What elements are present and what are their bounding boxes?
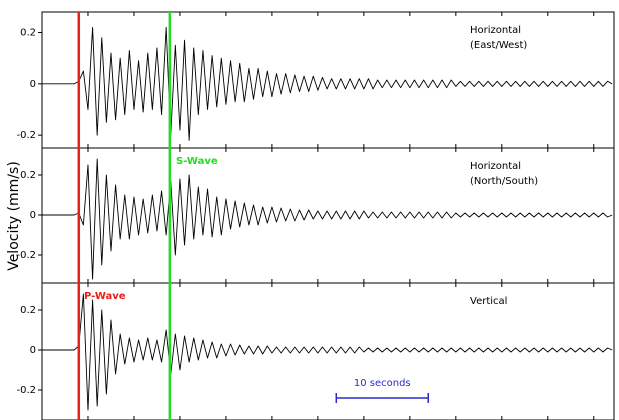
waveform — [42, 293, 613, 411]
y-tick-label: 0 — [30, 210, 36, 221]
panel-label: Vertical — [470, 296, 507, 307]
waveform — [42, 158, 613, 280]
panel-label: Horizontal — [470, 161, 521, 172]
panel-frame — [41, 282, 615, 420]
y-tick-label: 0.2 — [20, 305, 36, 316]
y-tick-label: 0 — [30, 345, 36, 356]
panel-label: (North/South) — [470, 176, 538, 187]
scale-bar — [335, 393, 429, 403]
panel-label: (East/West) — [470, 40, 527, 51]
panel-label: Horizontal — [470, 25, 521, 36]
y-tick-label: 0.2 — [20, 28, 36, 39]
y-tick-label: -0.2 — [16, 385, 36, 396]
wave-marker-label: P-Wave — [84, 291, 126, 302]
panel-frame — [41, 147, 615, 284]
waveform — [42, 26, 613, 141]
y-tick-label: -0.2 — [16, 250, 36, 261]
y-axis-title: Velocity (mm/s) — [6, 161, 22, 271]
y-tick-label: 0 — [30, 79, 36, 90]
panel-frame — [41, 11, 615, 149]
scale-bar-label: 10 seconds — [354, 378, 411, 389]
wave-marker-label: S-Wave — [176, 156, 218, 167]
y-tick-label: -0.2 — [16, 130, 36, 141]
y-tick-label: 0.2 — [20, 170, 36, 181]
